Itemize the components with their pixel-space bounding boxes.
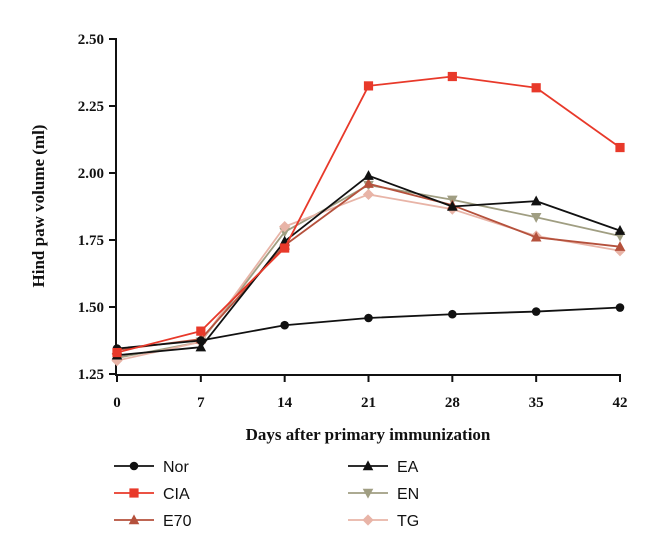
legend-item-en: EN (348, 486, 419, 503)
legend-item-e70: E70 (114, 513, 192, 530)
series-line-nor (116, 306, 621, 350)
series-tg (111, 188, 626, 367)
y-tick-label: 1.50 (78, 300, 104, 316)
data-point-cia (280, 243, 290, 253)
data-point-cia (615, 142, 625, 153)
data-point-nor (615, 303, 625, 312)
data-point-nor (531, 307, 541, 316)
x-tick-label: 42 (613, 395, 628, 411)
legend-item-ea: EA (348, 459, 419, 476)
legend-marker-en (362, 488, 374, 499)
legend-item-tg: TG (348, 513, 419, 530)
data-point-ea (363, 170, 374, 180)
x-tick-label: 21 (361, 395, 376, 411)
y-tick-label: 1.75 (78, 233, 104, 249)
y-tick-label: 2.50 (78, 32, 104, 48)
legend-label-e70: E70 (163, 513, 192, 530)
data-point-cia (112, 347, 122, 358)
data-point-e70 (614, 241, 626, 251)
series-line-en (116, 184, 621, 359)
data-point-cia (196, 326, 206, 336)
legend-label-nor: Nor (163, 459, 189, 476)
data-point-tg (279, 221, 291, 233)
x-tick-label: 35 (529, 395, 544, 411)
legend-marker-e70 (128, 514, 140, 525)
legend-label-ea: EA (397, 459, 419, 476)
data-point-ea (614, 225, 626, 235)
legend-label-en: EN (397, 486, 419, 503)
x-tick-label: 28 (445, 395, 460, 411)
data-point-ea (447, 200, 458, 211)
data-point-e70 (530, 231, 542, 242)
data-point-e70 (363, 178, 374, 188)
series-line-e70 (116, 182, 621, 351)
axes: 0 7 14 21 28 35 42 1.25 1.50 1.75 2.00 2.25 2.50 (78, 32, 628, 411)
data-point-cia (363, 81, 374, 91)
data-point-en (530, 213, 542, 223)
series-line-ea (116, 174, 621, 357)
legend-item-cia: CIA (114, 486, 190, 503)
series-layer (111, 71, 626, 367)
x-tick-label: 7 (197, 395, 205, 411)
x-axis-title: Days after primary immunization (246, 425, 491, 444)
series-en (111, 180, 626, 364)
y-axis-title: Hind paw volume (ml) (29, 125, 48, 288)
series-nor (112, 303, 625, 353)
legend-label-tg: TG (397, 513, 419, 530)
data-point-ea (195, 341, 207, 352)
data-point-nor (364, 313, 373, 323)
legend-marker-cia (129, 488, 139, 498)
data-point-nor (448, 309, 457, 319)
data-point-cia (531, 83, 541, 93)
data-point-cia (447, 71, 457, 82)
data-point-tg (111, 355, 123, 367)
y-tick-label: 2.25 (78, 99, 104, 115)
x-tick-label: 0 (113, 395, 121, 411)
y-tick-label: 2.00 (78, 166, 104, 182)
legend-marker-tg (362, 514, 374, 526)
y-tick-label: 1.25 (78, 367, 104, 383)
x-tick-label: 14 (277, 395, 293, 411)
data-point-tg (362, 188, 375, 201)
series-cia (112, 71, 625, 358)
legend-label-cia: CIA (163, 486, 190, 503)
legend-item-nor: Nor (114, 459, 189, 476)
legend-marker-ea (362, 460, 374, 471)
legend: Nor CIA E70 EA EN TG (114, 459, 419, 530)
data-point-nor (196, 336, 206, 345)
legend-marker-nor (129, 461, 139, 471)
data-point-ea (530, 195, 542, 206)
data-point-nor (280, 320, 289, 330)
